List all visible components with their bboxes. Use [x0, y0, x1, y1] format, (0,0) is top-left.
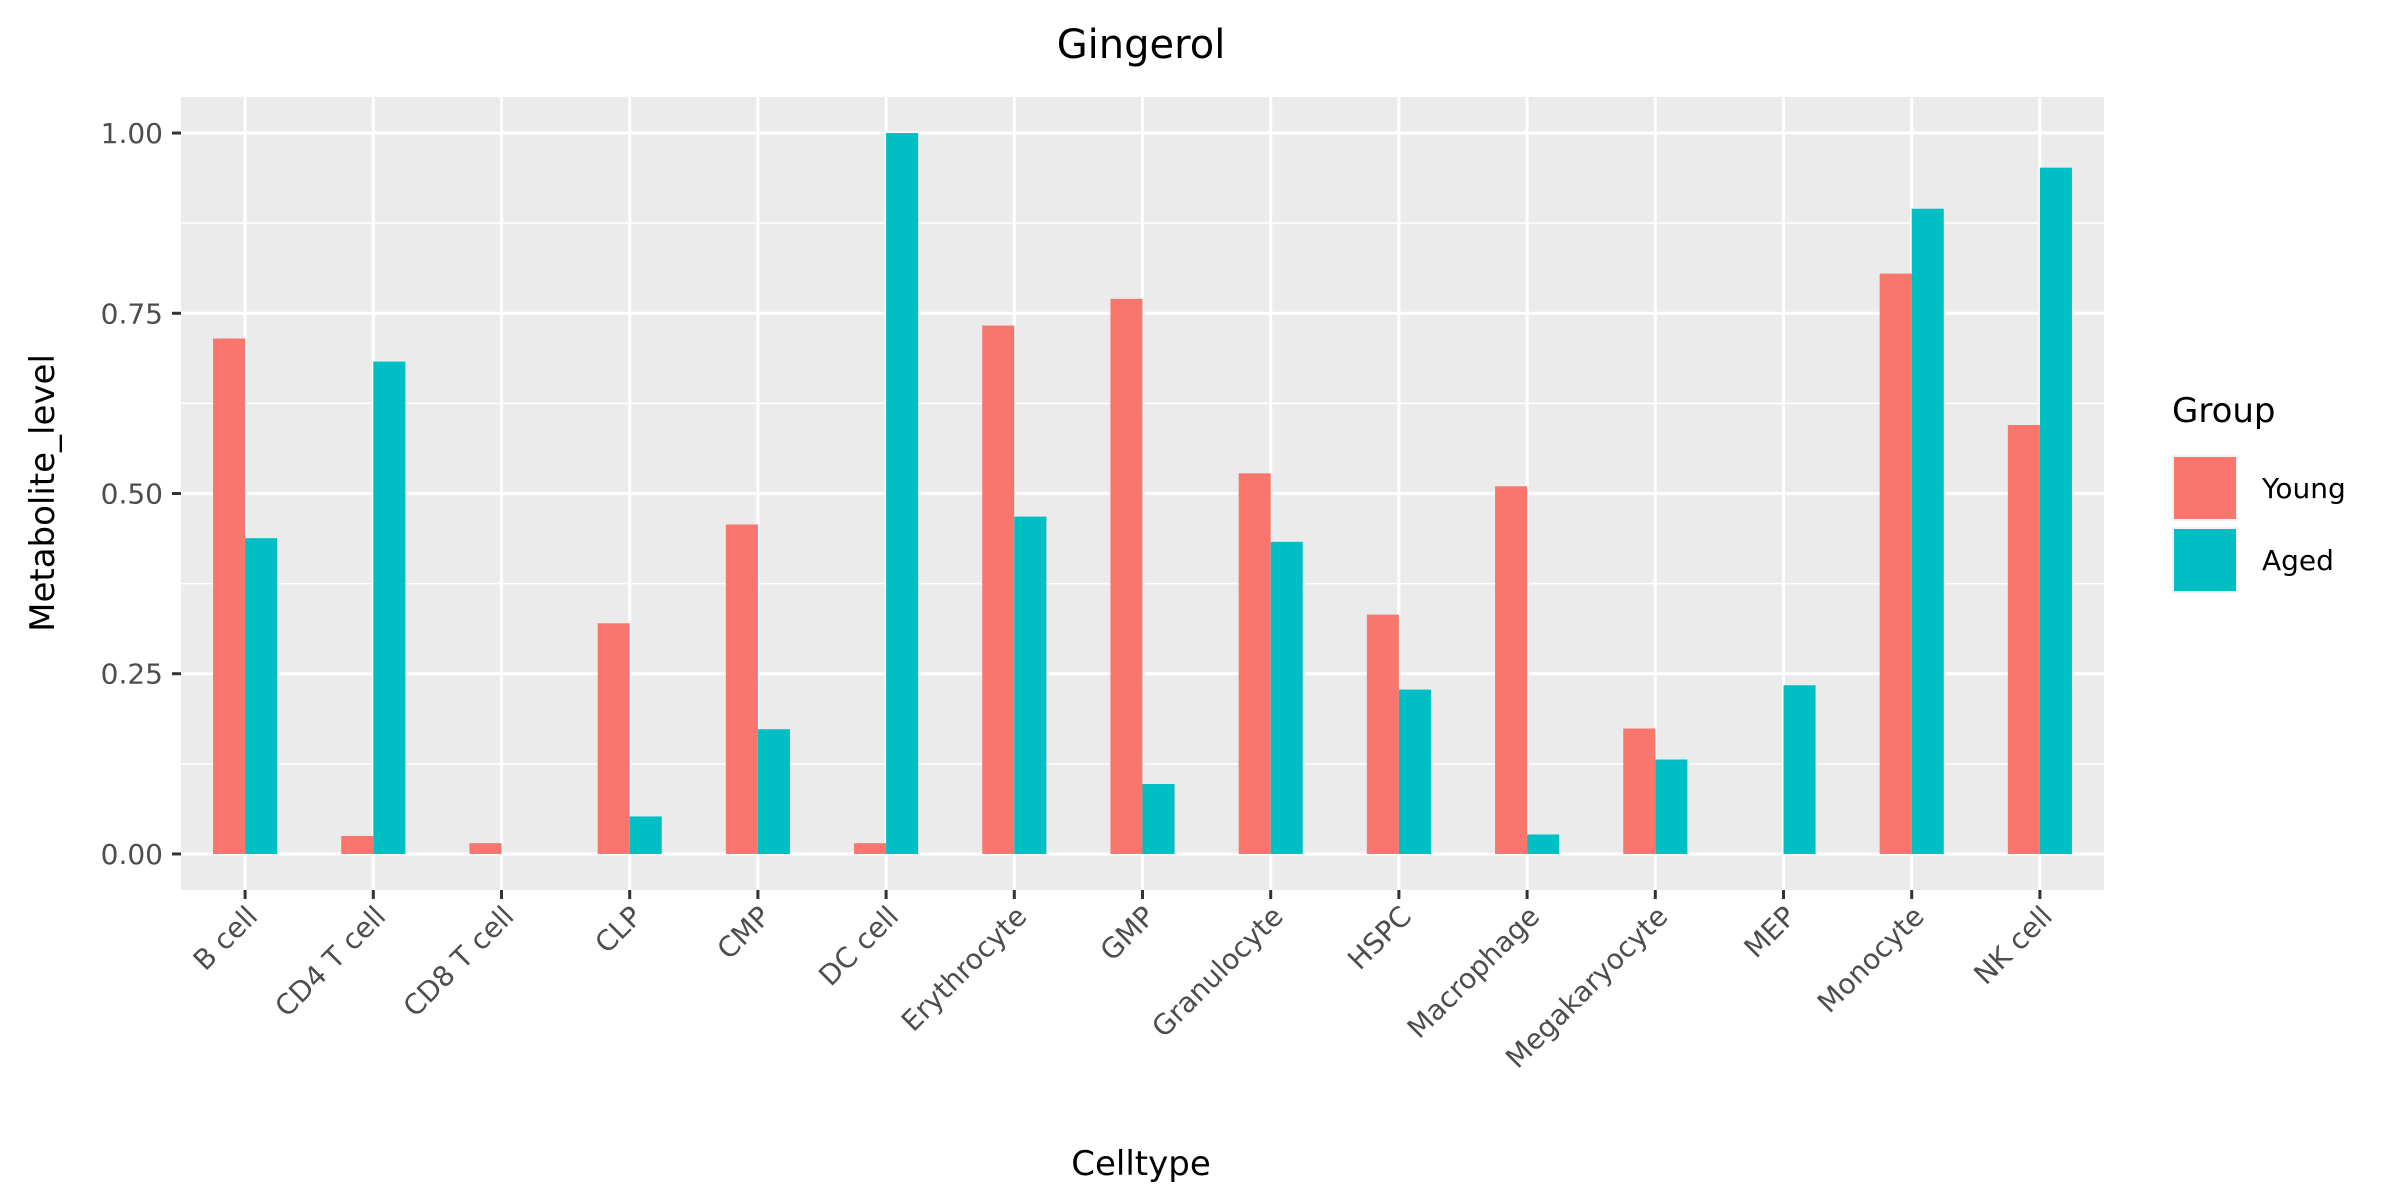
- bar-aged: [1911, 208, 1944, 854]
- bar-young: [341, 835, 374, 854]
- y-tick-label: 0.50: [101, 478, 163, 511]
- bar-aged: [1270, 541, 1303, 854]
- bar-aged: [2039, 167, 2072, 854]
- bar-aged: [1142, 784, 1175, 854]
- y-tick-label: 0.75: [101, 297, 163, 330]
- bar-young: [1110, 298, 1143, 854]
- bar-young: [1623, 728, 1656, 854]
- legend-label-young: Young: [2261, 472, 2346, 505]
- bar-young: [213, 338, 246, 854]
- bar-aged: [1014, 516, 1047, 854]
- bar-young: [982, 325, 1015, 854]
- legend: Group Young Aged: [2172, 391, 2346, 593]
- bar-young: [597, 623, 630, 854]
- bar-young: [725, 524, 758, 854]
- bar-aged: [373, 361, 406, 854]
- legend-swatch-aged: [2174, 529, 2236, 591]
- bar-aged: [245, 538, 278, 854]
- bar-young: [1238, 473, 1271, 854]
- bar-young: [2007, 425, 2040, 854]
- bar-aged: [757, 729, 790, 854]
- legend-swatch-young: [2174, 457, 2236, 519]
- bar-young: [469, 843, 502, 854]
- chart-title: Gingerol: [1057, 22, 1226, 68]
- legend-title: Group: [2172, 391, 2276, 431]
- bar-aged: [1398, 689, 1431, 854]
- bar-aged: [1655, 759, 1688, 854]
- y-axis-title: Metabolite_level: [23, 354, 63, 632]
- y-tick-label: 0.00: [101, 838, 163, 871]
- bar-young: [1879, 273, 1912, 854]
- bar-young: [1366, 614, 1399, 854]
- bar-aged: [886, 133, 919, 854]
- bar-aged: [629, 816, 662, 854]
- bar-aged: [1783, 685, 1816, 854]
- legend-label-aged: Aged: [2262, 544, 2334, 577]
- y-tick-label: 1.00: [101, 117, 163, 150]
- bar-young: [854, 843, 887, 854]
- bars: [213, 133, 2072, 854]
- bar-young: [1495, 486, 1528, 854]
- y-tick-label: 0.25: [101, 658, 163, 691]
- bar-aged: [1527, 834, 1560, 854]
- x-axis-title: Celltype: [1071, 1144, 1211, 1184]
